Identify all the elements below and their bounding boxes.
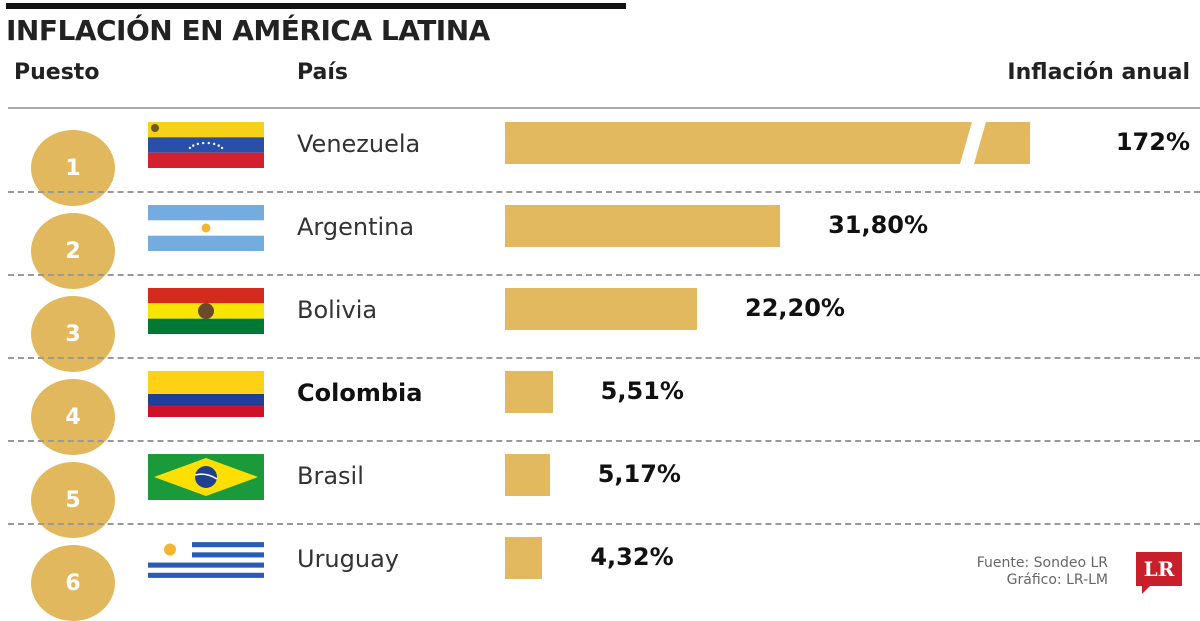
header-country: País (297, 60, 349, 85)
flag-venezuela-icon (148, 122, 264, 168)
country-label: Bolivia (297, 296, 378, 324)
rank-badge: 4 (31, 379, 115, 455)
bar-colombia (505, 371, 553, 413)
table-row: 1 Venezuela 172% (0, 110, 1200, 206)
flag-colombia-icon (148, 371, 264, 417)
header-rank: Puesto (14, 60, 100, 85)
country-label: Uruguay (297, 545, 399, 573)
country-label: Brasil (297, 462, 364, 490)
table-row: 2 Argentina 31,80% (0, 193, 1200, 289)
source-text: Fuente: Sondeo LR (976, 555, 1108, 571)
row-divider (8, 440, 1200, 442)
bar-uruguay (505, 537, 543, 579)
top-rule (6, 3, 626, 9)
table-row: 3 Bolivia 22,20% (0, 276, 1200, 372)
bar-argentina (505, 205, 781, 247)
country-label: Colombia (297, 379, 423, 407)
row-divider (8, 274, 1200, 276)
rank-badge: 2 (31, 213, 115, 289)
flag-argentina-icon (148, 205, 264, 251)
flag-brasil-icon (148, 454, 264, 500)
table-row: 5 Brasil 5,17% (0, 442, 1200, 538)
chart-title: INFLACIÓN EN AMÉRICA LATINA (6, 14, 490, 47)
row-divider (8, 523, 1200, 525)
bar-bolivia (505, 288, 698, 330)
value-label: 172% (1115, 128, 1190, 156)
row-divider (8, 357, 1200, 359)
table-row: 6 Uruguay 4,32% (0, 525, 1200, 621)
country-label: Venezuela (297, 130, 421, 158)
row-divider (8, 191, 1200, 193)
rank-badge: 5 (31, 462, 115, 538)
flag-bolivia-icon (148, 288, 264, 334)
rank-badge: 1 (31, 130, 115, 206)
rank-badge: 6 (31, 545, 115, 621)
source-note: Fuente: Sondeo LR Gráfico: LR-LM (977, 555, 1108, 589)
value-label: 31,80% (828, 211, 929, 239)
country-label: Argentina (297, 213, 415, 241)
value-label: 5,51% (600, 377, 684, 405)
flag-uruguay-icon (148, 537, 264, 583)
header-divider (8, 107, 1200, 109)
table-row: 4 Colombia 5,51% (0, 359, 1200, 455)
value-label: 22,20% (745, 294, 845, 322)
bar-brasil (505, 454, 550, 496)
bar-venezuela (505, 122, 1030, 164)
graphic-credit: Gráfico: LR-LM (1006, 572, 1108, 588)
rank-badge: 3 (31, 296, 115, 372)
header-value: Inflación anual (1007, 60, 1190, 85)
value-label: 4,32% (590, 543, 674, 571)
value-label: 5,17% (597, 460, 681, 488)
lr-logo: LR (1136, 552, 1182, 594)
